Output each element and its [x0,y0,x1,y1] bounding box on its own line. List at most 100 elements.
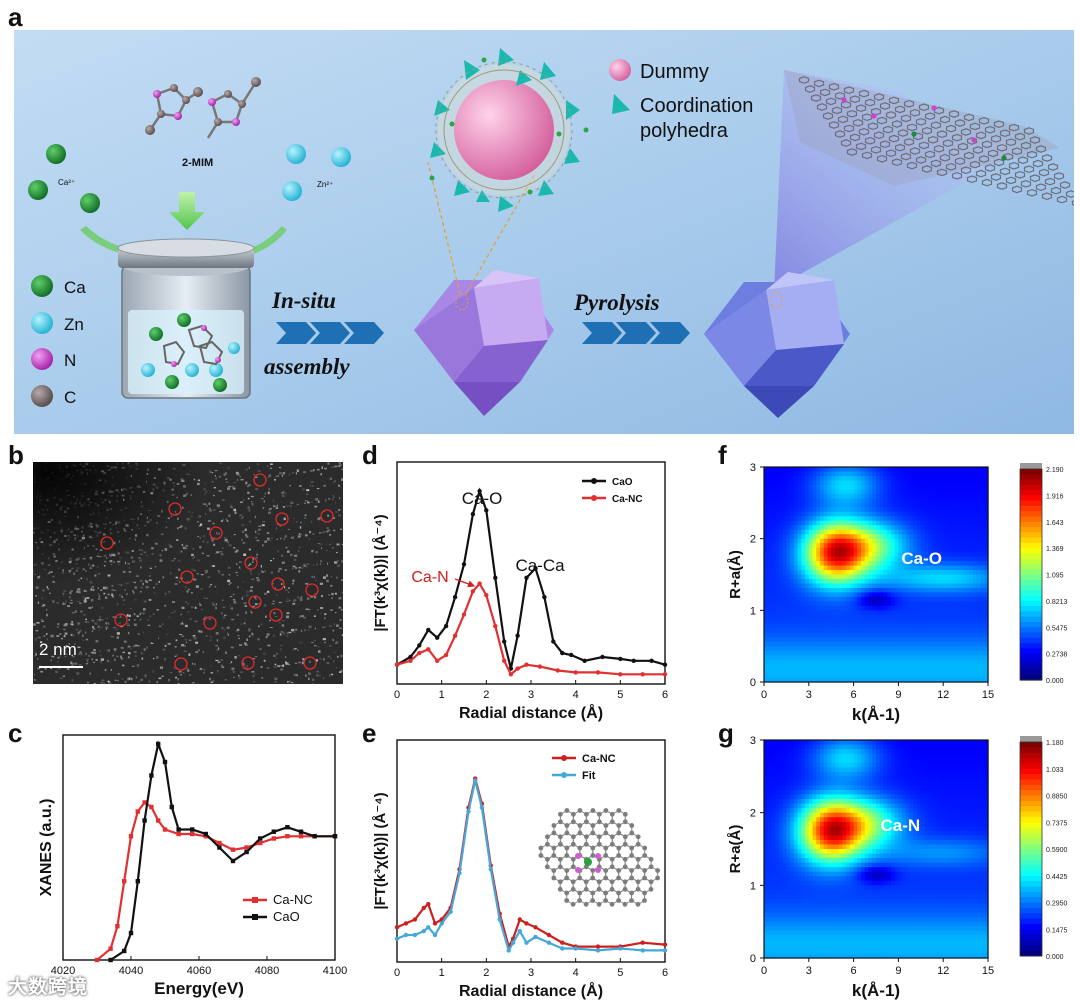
heat-cell [898,578,903,585]
carbon-atom [622,901,628,907]
heat-cell [876,543,881,549]
heat-cell [887,641,892,647]
data-point [230,858,236,864]
graphene-ring [810,94,822,102]
heat-cell [790,511,795,517]
heat-cell [894,646,899,652]
heat-cell [965,565,970,571]
heat-cell [842,538,847,544]
reaction-jar-icon [117,238,255,399]
heat-cell [890,592,896,598]
carbon-atom [603,875,609,881]
carbon-atom [603,830,609,836]
heat-cell [797,659,802,665]
heat-cell [764,538,769,544]
heat-cell [946,646,952,652]
heat-cell [868,668,873,674]
heat-cell [864,565,870,571]
heat-cell [786,677,791,683]
heat-cell [861,632,866,638]
data-point [439,921,444,926]
heat-cell [767,511,773,517]
heat-cell [812,659,817,665]
heat-cell [846,655,851,661]
heat-cell [808,507,814,513]
x-tick-label: 6 [662,967,668,979]
heat-cell [853,489,858,495]
heat-cell [793,565,799,571]
heat-cell [805,587,810,594]
heat-cell [887,507,892,513]
heat-cell [790,664,795,670]
heat-cell [812,583,817,589]
heat-cell [857,556,862,562]
heat-cell [898,502,903,508]
heat-cell [876,520,881,526]
heat-cell [857,659,862,665]
heat-cell [909,668,914,674]
heat-cell [890,502,896,508]
heat-cell [935,489,941,495]
heat-cell [864,601,870,607]
heat-cell [969,516,974,522]
heat-cell [898,547,903,553]
heat-cell [883,547,888,553]
heat-cell [883,646,888,652]
heat-cell [913,628,918,634]
heat-cell [894,605,899,611]
graphene-ring [978,155,990,163]
heat-cell [932,592,937,598]
heat-cell [965,587,970,594]
heat-cell [805,556,810,562]
heat-cell [973,601,978,607]
heat-cell [786,471,791,477]
heat-cell [958,574,963,580]
graphene-ring [1029,136,1041,144]
heat-cell [883,561,888,567]
heat-cell [853,628,858,634]
heat-cell [924,646,929,652]
graphene-ring [945,162,957,171]
heat-cell [876,484,881,490]
heat-cell [793,668,799,674]
heat-cell [797,543,802,549]
heat-cell [793,641,799,647]
heat-cell [958,664,963,670]
heat-cell [905,556,911,562]
heat-cell [797,628,802,634]
heat-cell [980,578,985,585]
heat-cell [976,574,982,580]
heat-cell [767,498,773,504]
heat-cell [820,493,825,499]
carbon-atom [629,823,635,828]
dopant-atom [1001,155,1007,161]
heat-cell [961,565,967,571]
panel-label-d: d [362,440,378,470]
heat-cell [894,677,899,683]
heat-cell [976,592,982,598]
heat-cell [801,471,806,477]
heat-cell [954,525,959,531]
heat-cell [924,565,929,571]
data-point [149,804,154,810]
heat-cell [909,650,914,656]
carbon-atom [590,868,596,873]
heat-cell [868,592,873,598]
graphene-ring [1020,179,1032,188]
heat-cell [834,637,840,643]
heat-cell [905,614,911,620]
heat-cell [775,574,780,580]
carbon-atom [583,841,589,847]
heat-cell [842,677,847,683]
heat-cell [812,471,817,477]
heat-cell [969,610,974,616]
heat-cell [924,529,929,535]
heat-cell [846,493,851,499]
heat-cell [764,646,769,652]
heat-cell [932,502,937,508]
heat-cell [805,673,810,679]
heat-cell [823,565,829,571]
heat-cell [864,511,870,517]
heat-cell [950,561,955,567]
